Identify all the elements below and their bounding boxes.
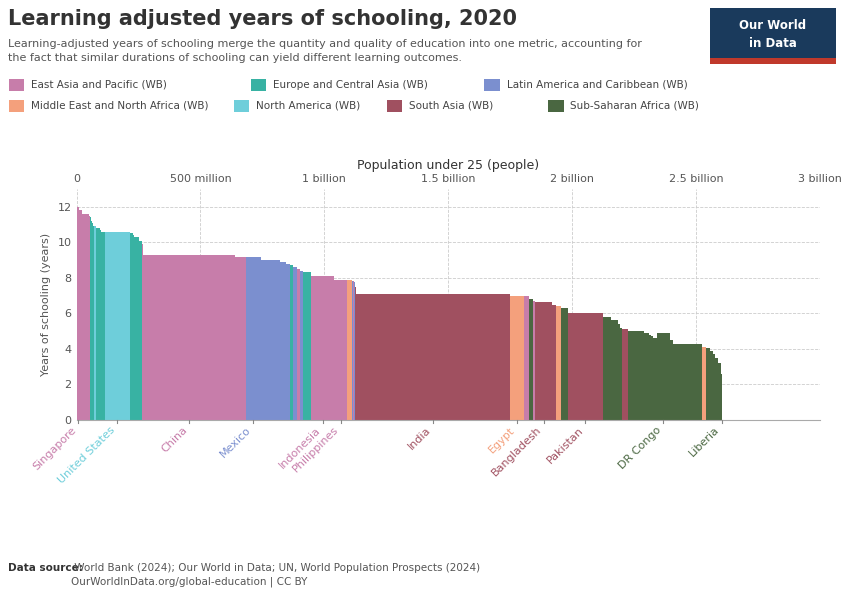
Bar: [702, 347, 706, 420]
Bar: [246, 257, 261, 420]
Text: Bangladesh: Bangladesh: [490, 425, 543, 478]
Text: Egypt: Egypt: [487, 425, 517, 455]
Text: World Bank (2024); Our World in Data; UN, World Population Prospects (2024)
OurW: World Bank (2024); Our World in Data; UN…: [71, 563, 479, 587]
Text: United States: United States: [57, 425, 117, 485]
Bar: [334, 280, 348, 420]
Bar: [622, 329, 628, 420]
Bar: [134, 237, 136, 420]
Bar: [713, 354, 715, 420]
Bar: [356, 294, 510, 420]
Text: East Asia and Pacific (WB): East Asia and Pacific (WB): [31, 80, 167, 89]
Bar: [291, 265, 292, 420]
Bar: [568, 313, 603, 420]
Bar: [300, 271, 303, 420]
Bar: [628, 331, 644, 420]
Bar: [706, 348, 710, 420]
Text: in Data: in Data: [749, 37, 796, 50]
Bar: [292, 267, 297, 420]
Bar: [611, 320, 618, 420]
Bar: [561, 308, 568, 420]
Bar: [533, 301, 535, 420]
Bar: [656, 333, 671, 420]
Bar: [715, 358, 717, 420]
Bar: [79, 211, 82, 420]
Text: Pakistan: Pakistan: [545, 425, 586, 465]
Bar: [671, 340, 673, 420]
X-axis label: Population under 25 (people): Population under 25 (people): [357, 158, 540, 172]
Bar: [348, 280, 352, 420]
Bar: [510, 296, 524, 420]
Bar: [352, 281, 354, 420]
Bar: [130, 233, 133, 420]
Bar: [261, 260, 280, 420]
Bar: [710, 350, 713, 420]
Text: Mexico: Mexico: [218, 425, 253, 460]
Text: Learning-adjusted years of schooling merge the quantity and quality of education: Learning-adjusted years of schooling mer…: [8, 39, 643, 63]
Text: Philippines: Philippines: [291, 425, 341, 475]
Bar: [139, 241, 142, 420]
Bar: [142, 244, 144, 420]
Text: Europe and Central Asia (WB): Europe and Central Asia (WB): [273, 80, 428, 89]
Text: China: China: [160, 425, 190, 454]
Bar: [535, 302, 552, 420]
Bar: [524, 296, 530, 420]
Bar: [94, 226, 96, 420]
Bar: [717, 363, 722, 420]
Bar: [136, 237, 139, 420]
Text: DR Congo: DR Congo: [617, 425, 663, 471]
Bar: [354, 287, 356, 420]
Bar: [235, 257, 241, 420]
Bar: [286, 263, 291, 420]
Text: Singapore: Singapore: [31, 425, 78, 472]
Bar: [653, 338, 656, 420]
Text: Data source:: Data source:: [8, 563, 83, 573]
Bar: [603, 317, 611, 420]
Bar: [297, 269, 300, 420]
Bar: [96, 228, 100, 420]
Bar: [76, 207, 79, 420]
Bar: [620, 328, 622, 420]
Text: Latin America and Caribbean (WB): Latin America and Caribbean (WB): [507, 80, 688, 89]
Bar: [618, 324, 620, 420]
Bar: [92, 223, 93, 420]
Bar: [144, 255, 235, 420]
Text: Indonesia: Indonesia: [277, 425, 322, 470]
Bar: [82, 214, 89, 420]
Text: Learning adjusted years of schooling, 2020: Learning adjusted years of schooling, 20…: [8, 9, 518, 29]
Text: Our World: Our World: [740, 19, 806, 32]
Text: Sub-Saharan Africa (WB): Sub-Saharan Africa (WB): [570, 101, 700, 110]
Bar: [303, 272, 311, 420]
Bar: [552, 304, 556, 420]
Bar: [101, 232, 105, 420]
Bar: [280, 262, 286, 420]
Y-axis label: Years of schooling (years): Years of schooling (years): [41, 233, 50, 376]
Bar: [649, 335, 651, 420]
Bar: [530, 299, 533, 420]
Text: Liberia: Liberia: [688, 425, 722, 458]
Bar: [89, 217, 91, 420]
Bar: [311, 276, 334, 420]
Text: North America (WB): North America (WB): [256, 101, 360, 110]
Bar: [651, 337, 653, 420]
Text: South Asia (WB): South Asia (WB): [409, 101, 493, 110]
Bar: [644, 333, 649, 420]
Bar: [673, 344, 702, 420]
Text: India: India: [406, 425, 434, 451]
Bar: [105, 232, 130, 420]
Bar: [241, 257, 246, 420]
Bar: [556, 306, 561, 420]
Text: Middle East and North Africa (WB): Middle East and North Africa (WB): [31, 101, 208, 110]
